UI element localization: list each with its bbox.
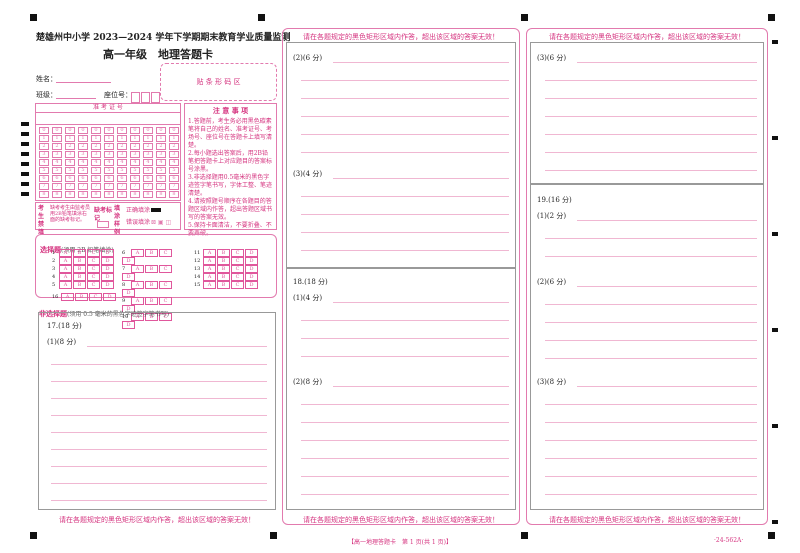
q17-title: 17.(18 分) — [47, 322, 82, 330]
right-frame — [526, 28, 768, 525]
q17-2-title: (2)(6 分) — [293, 54, 323, 62]
corner-mark-tr — [768, 14, 775, 21]
choice-group-4: 16 A B C D — [52, 293, 122, 301]
q18-2-title: (2)(8 分) — [293, 378, 323, 386]
answer-area-q18[interactable]: 18.(18 分) (1)(4 分) (2)(8 分) — [286, 268, 516, 510]
wrong-fill-label: 错误填涂 — [126, 219, 151, 226]
candidate-label: 考生禁填 — [38, 205, 45, 236]
correct-fill-label: 正确填涂 — [126, 207, 151, 214]
note-item-4: 4.请按照题号顺序在各题目的答题区域内作答，超出答题区域书写的答案无效。 — [188, 198, 273, 221]
seat-boxes[interactable] — [131, 88, 160, 107]
q19-title: 19.(16 分) — [537, 196, 572, 204]
corner-mark-bl — [30, 532, 37, 539]
seat-label: 座位号： — [104, 91, 132, 99]
corner-mark-tm1 — [258, 14, 265, 21]
note-item-2: 2.每小题选出答案后，用2B铅笔把答题卡上对应题目的答案标号涂黑。 — [188, 150, 273, 173]
q18-1-title: (1)(4 分) — [293, 294, 323, 302]
q19-1-title: (1)(2 分) — [537, 212, 567, 220]
q18-3-title: (3)(6 分) — [537, 54, 567, 62]
note-item-5: 5.保持卡面清洁，不要折叠、不要弄破。 — [188, 222, 272, 237]
q18-title: 18.(18 分) — [293, 278, 328, 286]
side-timing-marks-right — [772, 40, 782, 524]
class-field[interactable] — [56, 98, 96, 99]
name-field[interactable] — [56, 82, 111, 83]
correct-fill-sample — [151, 208, 161, 212]
candidate-strip: 考生禁填 缺考考生由监考员用2B铅笔填涂右面的缺考标记。 缺考标记 填涂样例 正… — [35, 202, 181, 236]
wrong-fill-sample: ⊠ ▣ ◫ — [151, 219, 172, 226]
footer-code: ·24-562A· — [714, 537, 744, 544]
answer-area-q17-1[interactable]: 17.(18 分) (1)(8 分) — [38, 312, 276, 510]
side-timing-marks — [21, 122, 31, 202]
candidate-note: 缺考考生由监考员用2B铅笔填涂右面的缺考标记。 — [50, 205, 91, 223]
fill-sample-label: 填涂样例 — [114, 205, 121, 236]
corner-mark-bm1 — [270, 532, 277, 539]
nonchoice-header: 非选择题(须用 0.5 毫米的黑色字迹签字笔书写) — [39, 301, 169, 320]
note-item-1: 1.答题前，考生务必用黑色碳素笔将自己的姓名、准考证号、考场号、座位号在答题卡上… — [188, 118, 273, 149]
middle-frame — [282, 28, 520, 525]
q17-1-title: (1)(8 分) — [47, 338, 77, 346]
notes-box: 注 意 事 项 1.答题前，考生务必用黑色碳素笔将自己的姓名、准考证号、考场号、… — [184, 103, 277, 237]
warning-left: 请在各题规定的黑色矩形区域内作答，超出该区域的答案无效！ — [59, 516, 255, 524]
absent-mark-label: 缺考标记 — [94, 207, 113, 222]
answer-area-q19[interactable]: 19.(16 分) (1)(2 分) (2)(6 分) (3)(8 分) — [530, 184, 764, 510]
warning-middle-top: 请在各题规定的黑色矩形区域内作答，超出该区域的答案无效！ — [303, 33, 499, 41]
school-title: 楚雄州中小学 2023—2024 学年下学期期末教育学业质量监测 — [36, 33, 291, 43]
nonchoice-note: (须用 0.5 毫米的黑色字迹签字笔书写) — [67, 311, 170, 318]
corner-mark-tl — [30, 14, 37, 21]
warning-middle-bottom: 请在各题规定的黑色矩形区域内作答，超出该区域的答案无效！ — [303, 516, 499, 524]
nonchoice-title: 非选择题 — [39, 309, 67, 318]
name-label: 姓名： — [36, 75, 57, 83]
barcode-label: 贴 条 形 码 区 — [196, 78, 241, 86]
warning-right-top: 请在各题规定的黑色矩形区域内作答，超出该区域的答案无效！ — [549, 33, 745, 41]
answer-area-q17-2-3[interactable]: (2)(6 分) (3)(4 分) — [286, 42, 516, 268]
note-item-3: 3.非选择题用0.5毫米的黑色字迹签字笔书写，字体工整、笔迹清楚。 — [188, 174, 273, 197]
absent-mark-box[interactable] — [97, 221, 109, 228]
corner-mark-tm2 — [521, 14, 528, 21]
choice-title: 选择题 — [40, 245, 61, 254]
class-label: 班级： — [36, 91, 57, 99]
exam-no-label: 准 考 证 号 — [36, 104, 180, 113]
card-subtitle: 高一年级 地理答题卡 — [103, 48, 213, 61]
choice-group-3: 11 A B C D 12 A B C D 13 A B C D 14 A B C D 15 A B C D — [194, 249, 264, 289]
notes-title: 注 意 事 项 — [212, 106, 249, 115]
q17-3-title: (3)(4 分) — [293, 170, 323, 178]
answer-area-q18-3[interactable]: (3)(6 分) — [530, 42, 764, 184]
footer-page: 【高一地理答题卡 第 1 页(共 1 页)】 — [348, 539, 452, 546]
warning-right-bottom: 请在各题规定的黑色矩形区域内作答，超出该区域的答案无效！ — [549, 516, 745, 524]
corner-mark-br — [768, 532, 775, 539]
barcode-area: 贴 条 形 码 区 — [160, 63, 277, 101]
q19-3-title: (3)(8 分) — [537, 378, 567, 386]
q19-2-title: (2)(6 分) — [537, 278, 567, 286]
corner-mark-bm2 — [521, 532, 528, 539]
